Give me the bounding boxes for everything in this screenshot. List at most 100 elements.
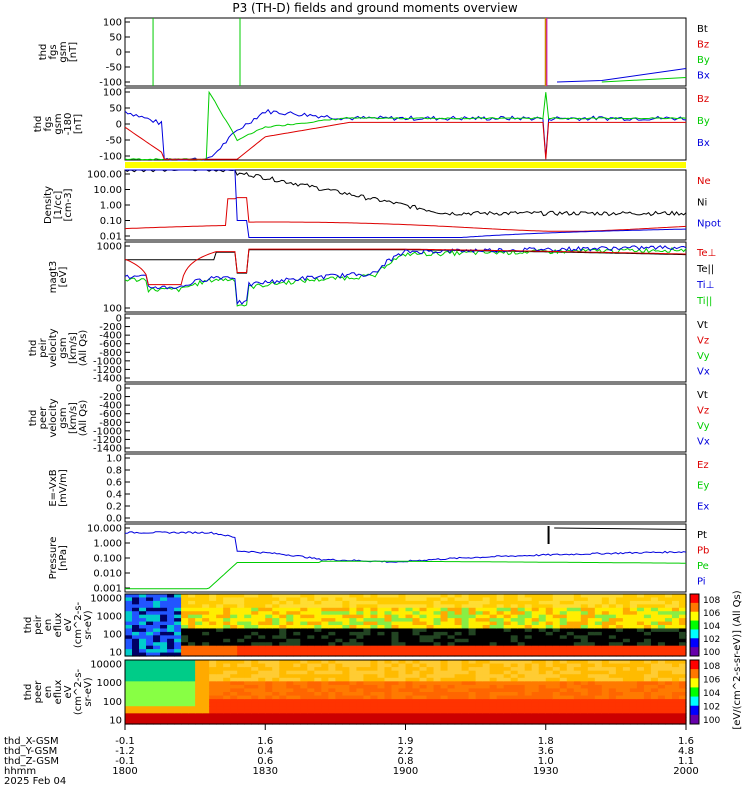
- spectrogram-cell: [174, 604, 182, 609]
- spectrogram-cell: [615, 625, 624, 630]
- spectrogram-cell: [629, 594, 638, 599]
- spectrogram-cell: [636, 709, 645, 714]
- spectrogram-cell: [496, 628, 505, 633]
- panel-frame-pressure: [124, 523, 687, 593]
- spectrogram-cell: [447, 713, 456, 718]
- spectrogram-cell: [384, 720, 393, 725]
- spectrogram-cell: [510, 625, 519, 630]
- spectrogram-cell: [167, 706, 175, 711]
- spectrogram-cell: [160, 642, 168, 647]
- spectrogram-cell: [664, 645, 673, 650]
- spectrogram-cell: [657, 699, 666, 704]
- spectrogram-cell: [496, 713, 505, 718]
- spectrogram-cell: [258, 663, 266, 668]
- spectrogram-cell: [356, 716, 365, 722]
- spectrogram-cell: [349, 692, 358, 697]
- spectrogram-cell: [125, 607, 133, 612]
- spectrogram-cell: [475, 618, 484, 623]
- spectrogram-cell: [601, 706, 610, 711]
- x-row-label-thd_Y-GSM: thd_Y-GSM: [4, 746, 57, 757]
- spectrogram-cell: [601, 720, 610, 725]
- spectrogram-cell: [580, 688, 589, 693]
- y-axis-label-line: [1/cc]: [53, 191, 64, 220]
- spectrogram-cell: [426, 684, 435, 690]
- spectrogram-cell: [468, 604, 477, 609]
- spectrogram-cell: [265, 720, 273, 725]
- spectrogram-cell: [244, 706, 252, 711]
- spectrogram-cell: [342, 604, 350, 609]
- spectrogram-cell: [279, 684, 287, 690]
- spectrogram-cell: [258, 607, 266, 612]
- spectrogram-cell: [363, 628, 372, 633]
- spectrogram-cell: [132, 688, 140, 693]
- series-bx-2: [124, 108, 687, 161]
- spectrogram-cell: [461, 713, 470, 718]
- spectrogram-cell: [608, 720, 617, 725]
- spectrogram-cell: [461, 597, 470, 602]
- spectrogram-cell: [412, 684, 421, 690]
- spectrogram-cell: [251, 709, 259, 714]
- spectrogram-cell: [475, 660, 484, 665]
- spectrogram-cell: [279, 597, 287, 602]
- spectrogram-cell: [328, 631, 336, 636]
- spectrogram-cell: [678, 663, 687, 668]
- spectrogram-cell: [356, 625, 365, 630]
- spectrogram-cell: [202, 660, 210, 665]
- spectrogram-cell: [202, 614, 210, 619]
- spectrogram-cell: [608, 670, 617, 675]
- spectrogram-cell: [419, 642, 428, 647]
- spectrogram-cell: [195, 702, 203, 707]
- spectrogram-cell: [321, 614, 329, 619]
- spectrogram-cell: [328, 681, 336, 686]
- spectrogram-cell: [153, 649, 161, 654]
- spectrogram-cell: [608, 618, 617, 623]
- spectrogram-cell: [195, 663, 203, 668]
- spectrogram-cell: [615, 600, 624, 605]
- spectrogram-cell: [202, 600, 210, 605]
- spectrogram-cell: [461, 681, 470, 686]
- spectrogram-cell: [258, 618, 266, 623]
- spectrogram-cell: [440, 628, 449, 633]
- spectrogram-cell: [167, 597, 175, 602]
- spectrogram-cell: [307, 706, 315, 711]
- spectrogram-cell: [125, 670, 133, 675]
- spectrogram-cell: [181, 635, 189, 640]
- spectrogram-cell: [230, 692, 238, 697]
- legend-temp-Te||: Te||: [696, 264, 714, 275]
- legend-temp-Ti||: Ti||: [696, 296, 712, 307]
- spectrogram-cell: [636, 699, 645, 704]
- spectrogram-cell: [440, 631, 449, 636]
- spectrogram-cell: [629, 720, 638, 725]
- spectrogram-cell: [503, 713, 512, 718]
- spectrogram-cell: [461, 670, 470, 675]
- spectrogram-cell: [517, 663, 526, 668]
- spectrogram-cell: [335, 649, 343, 654]
- spectrogram-cell: [188, 607, 196, 612]
- spectrogram-cell: [153, 699, 161, 704]
- spectrogram-cell: [643, 645, 652, 650]
- spectrogram-cell: [545, 628, 554, 633]
- spectrogram-cell: [419, 594, 428, 599]
- spectrogram-cell: [258, 677, 266, 682]
- spectrogram-cell: [307, 631, 315, 636]
- spectrogram-cell: [349, 614, 358, 619]
- spectrogram-cell: [167, 667, 175, 672]
- spectrogram-cell: [181, 670, 189, 675]
- spectrogram-cell: [391, 628, 400, 633]
- spectrogram-cell: [629, 628, 638, 633]
- x-row-value: 1.6: [257, 736, 273, 747]
- spectrogram-cell: [195, 621, 203, 626]
- spectrogram-cell: [349, 638, 358, 643]
- spectrogram-cell: [216, 611, 224, 616]
- spectrogram-cell: [230, 667, 238, 672]
- spectrogram-cell: [377, 618, 386, 623]
- spectrogram-cell: [489, 600, 498, 605]
- spectrogram-cell: [195, 600, 203, 605]
- spectrogram-cell: [272, 597, 280, 602]
- spectrogram-cell: [160, 625, 168, 630]
- spectrogram-cell: [230, 597, 238, 602]
- spectrogram-cell: [188, 649, 196, 654]
- spectrogram-cell: [412, 677, 421, 682]
- spectrogram-cell: [580, 652, 589, 657]
- y-axis-label-line: (cm^2-s-: [73, 601, 84, 648]
